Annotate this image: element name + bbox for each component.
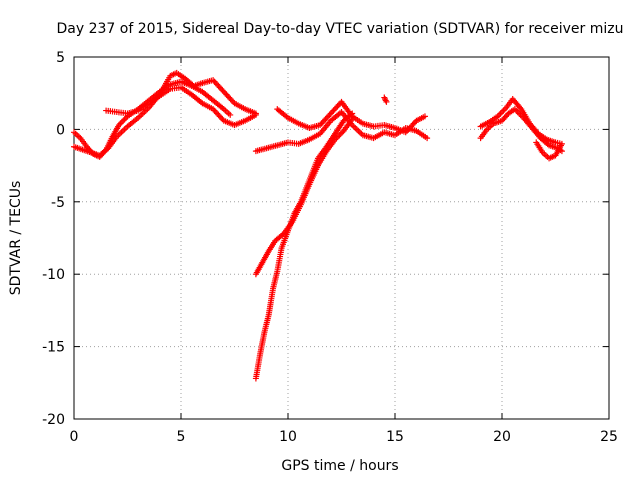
data-point xyxy=(533,139,540,146)
series-sat-trace-2 xyxy=(71,69,259,159)
data-point xyxy=(118,119,125,126)
data-marks xyxy=(71,69,565,382)
series-sat-trace-1 xyxy=(71,78,234,160)
data-point xyxy=(349,116,356,123)
data-point xyxy=(227,111,234,118)
data-point xyxy=(497,110,504,117)
y-tick-label: -15 xyxy=(42,340,65,356)
y-tick-label: -5 xyxy=(51,195,65,211)
data-point xyxy=(120,117,127,124)
y-axis-title: SDTVAR / TECUs xyxy=(8,181,24,296)
x-tick-label: 20 xyxy=(493,429,511,445)
data-point xyxy=(382,95,389,102)
data-point xyxy=(252,111,259,118)
chart-title: Day 237 of 2015, Sidereal Day-to-day VTE… xyxy=(57,21,624,37)
data-point xyxy=(349,110,356,117)
series-sat-trace-4 xyxy=(252,109,431,155)
data-point xyxy=(500,107,507,114)
data-point xyxy=(424,135,431,142)
series-sat-trace-3 xyxy=(103,84,259,129)
series-sat-trace-7 xyxy=(252,116,356,278)
axis-ticks: 0 5 10 15 20 25 -20 -15 -10 -5 0 5 xyxy=(42,50,618,445)
plot-frame xyxy=(73,56,610,420)
data-point xyxy=(499,109,505,116)
series-sat-trace-10 xyxy=(381,94,390,105)
x-axis-title: GPS time / hours xyxy=(281,458,398,474)
y-tick-label: 5 xyxy=(56,50,65,66)
y-tick-label: -10 xyxy=(42,267,65,283)
x-tick-label: 10 xyxy=(279,429,297,445)
x-tick-label: 0 xyxy=(70,429,79,445)
data-point xyxy=(383,98,390,105)
data-point xyxy=(501,106,508,113)
series-sat-trace-6 xyxy=(252,110,356,382)
y-tick-label: -20 xyxy=(42,412,65,428)
x-tick-label: 15 xyxy=(386,429,404,445)
x-tick-label: 25 xyxy=(600,429,618,445)
x-tick-label: 5 xyxy=(177,429,186,445)
series-sat-trace-9 xyxy=(477,95,565,162)
y-tick-label: 0 xyxy=(56,122,65,138)
data-point xyxy=(121,116,128,123)
data-point xyxy=(421,113,428,120)
data-point xyxy=(382,97,389,104)
